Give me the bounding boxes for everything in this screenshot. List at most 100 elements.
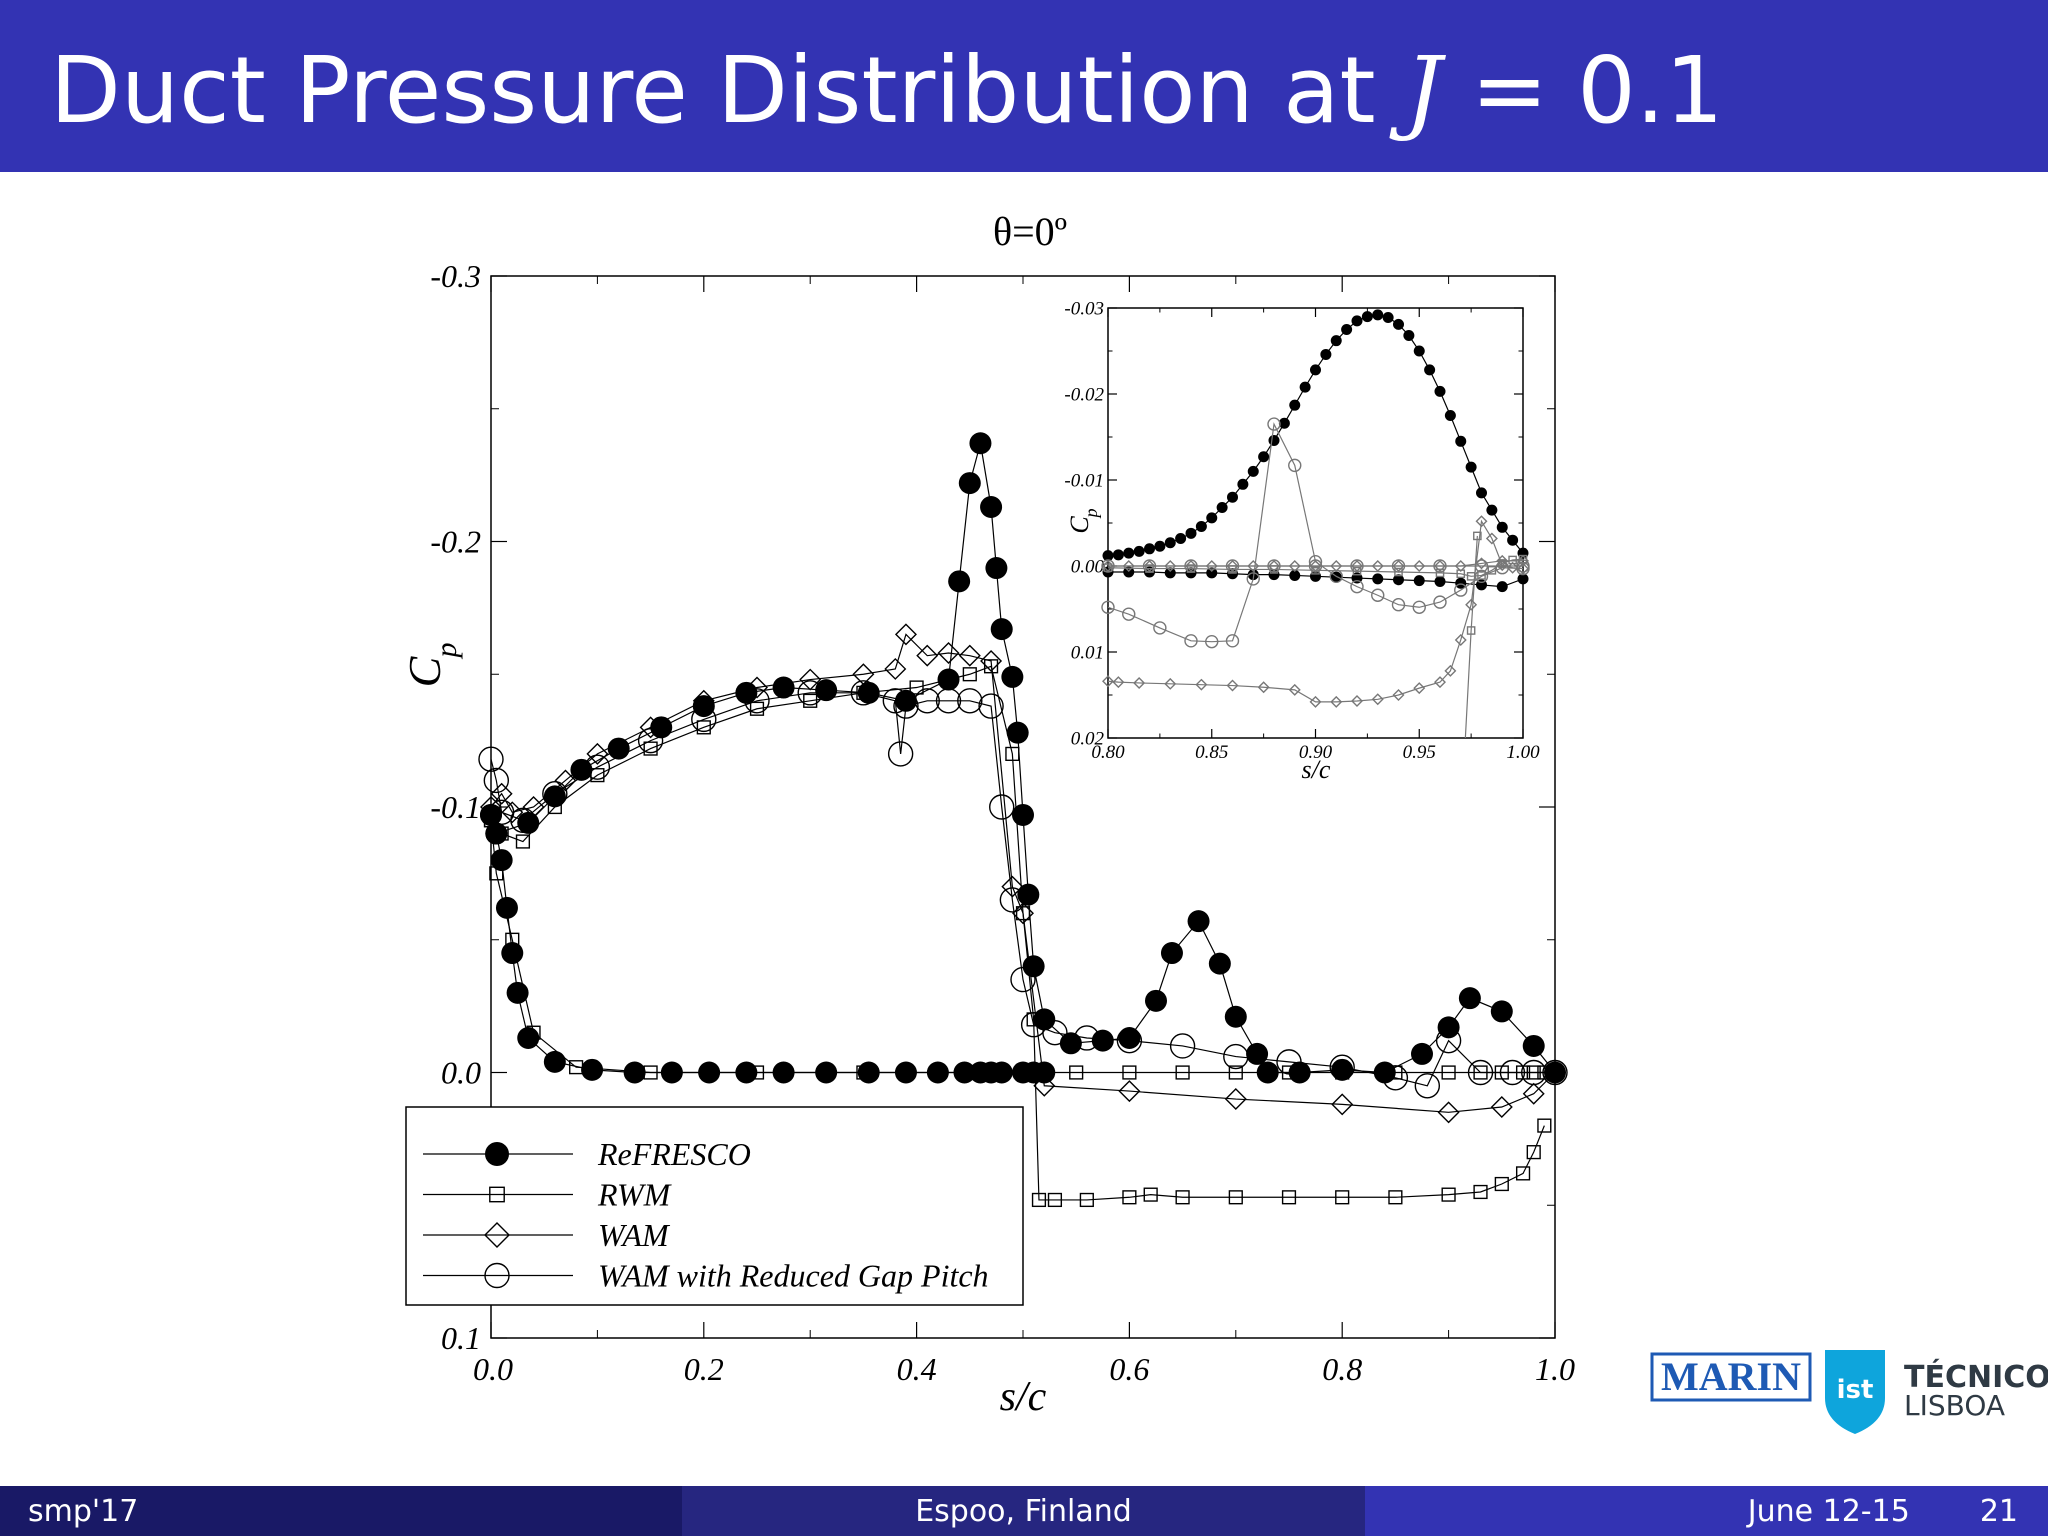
data-point [637, 727, 664, 754]
data-point [1496, 521, 1508, 533]
data-point [1341, 324, 1353, 335]
data-point [1037, 1065, 1052, 1080]
data-point [916, 644, 939, 667]
inset-y-tick-label: 0.02 [1071, 729, 1105, 750]
data-point [1335, 1190, 1350, 1205]
data-point [1455, 435, 1467, 447]
data-point [643, 1065, 658, 1080]
data-point [746, 676, 768, 699]
data-point [1413, 560, 1426, 572]
data-point [1257, 681, 1270, 694]
data-point [494, 826, 509, 841]
data-point [1145, 989, 1167, 1012]
data-point [1473, 1184, 1488, 1200]
data-point [1465, 598, 1478, 611]
data-point [1517, 562, 1529, 575]
data-point [691, 706, 717, 733]
data-point [850, 680, 877, 706]
data-point [1372, 573, 1384, 585]
slide-title-var: J [1404, 37, 1442, 144]
data-point [935, 688, 962, 714]
data-point [1494, 1176, 1509, 1192]
data-point [1012, 902, 1034, 925]
data-point [1153, 621, 1167, 635]
data-point [1475, 515, 1488, 528]
data-point [990, 618, 1013, 641]
data-point [1258, 451, 1270, 463]
data-point [1351, 560, 1363, 572]
data-point [1434, 575, 1446, 587]
inset-x-tick-label: 0.90 [1299, 742, 1333, 763]
data-point [1184, 634, 1198, 648]
data-point [1206, 567, 1218, 579]
data-point [1195, 678, 1208, 691]
data-point [1033, 1074, 1056, 1097]
data-point [856, 1065, 871, 1080]
data-point [1308, 559, 1323, 573]
inset-y-axis-label-sub: p [1081, 509, 1101, 520]
data-point [1454, 560, 1467, 572]
data-point [1413, 575, 1425, 587]
data-point [735, 681, 758, 704]
data-point [957, 688, 983, 714]
data-point [985, 557, 1008, 580]
data-point [478, 746, 504, 772]
legend-label: WAM [598, 1217, 671, 1253]
inset-x-tick-label: 0.85 [1195, 742, 1228, 763]
data-point [1437, 1101, 1460, 1124]
data-point [1444, 664, 1457, 677]
inset-series [1102, 309, 1529, 562]
main-y-tick-label: -0.2 [430, 524, 481, 560]
data-point [1101, 559, 1115, 573]
data-point [1175, 1190, 1190, 1205]
data-point [1411, 1042, 1433, 1065]
data-point [1424, 364, 1436, 376]
data-point [1382, 311, 1394, 323]
data-point [772, 676, 795, 699]
data-point [506, 981, 529, 1004]
data-point [1154, 540, 1166, 552]
data-point [1309, 695, 1322, 708]
data-point [1169, 1033, 1196, 1059]
data-point [1237, 478, 1249, 490]
data-point [749, 701, 765, 716]
data-point [1246, 572, 1260, 586]
main-x-tick-label: 1.0 [1535, 1351, 1575, 1387]
data-point [1133, 676, 1146, 689]
data-point [1455, 577, 1467, 589]
data-point [1496, 581, 1508, 593]
footer-location: Espoo, Finland [682, 1486, 1365, 1536]
data-point [1403, 330, 1415, 342]
data-point [1516, 559, 1530, 573]
data-point [1433, 595, 1447, 609]
data-point [1224, 1088, 1247, 1111]
legend-label: WAM with Reduced Gap Pitch [598, 1258, 989, 1294]
data-point [1391, 598, 1406, 612]
inset-series-line [1108, 422, 1523, 643]
data-point [1393, 574, 1404, 586]
legend-label: RWM [597, 1177, 673, 1213]
footer-conference: smp'17 [0, 1486, 682, 1536]
data-point [1144, 543, 1155, 555]
data-point [1361, 311, 1373, 323]
data-point [1329, 1054, 1355, 1080]
data-point [569, 1060, 584, 1075]
data-point [884, 657, 907, 680]
data-point [887, 741, 914, 767]
data-point [1434, 560, 1446, 572]
legend-label: ReFRESCO [597, 1136, 751, 1172]
data-point [803, 693, 818, 708]
main-series-line [490, 633, 1556, 1113]
inset-y-tick-label: -0.01 [1064, 471, 1104, 492]
data-point [581, 1058, 604, 1081]
data-point [1205, 634, 1219, 649]
data-point [1350, 559, 1364, 573]
data-point [584, 754, 611, 780]
inset-series-line [1108, 558, 1523, 577]
data-point [1006, 721, 1029, 744]
marin-logo: MARIN [1650, 1352, 1812, 1402]
data-point [1224, 1005, 1247, 1028]
data-point [1515, 1166, 1531, 1181]
data-point [526, 1025, 541, 1040]
data-point [692, 695, 715, 718]
